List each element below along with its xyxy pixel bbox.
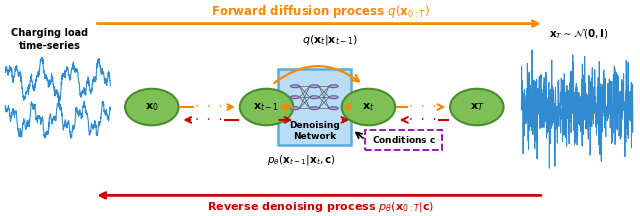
Text: Conditions $\mathbf{c}$: Conditions $\mathbf{c}$ bbox=[372, 134, 435, 145]
Text: $q(\mathbf{x}_t|\mathbf{x}_{t-1})$: $q(\mathbf{x}_t|\mathbf{x}_{t-1})$ bbox=[302, 33, 358, 47]
Text: Charging load
time-series: Charging load time-series bbox=[12, 28, 88, 51]
Text: $p_\theta(\mathbf{x}_{t-1}|\mathbf{x}_t, \mathbf{c})$: $p_\theta(\mathbf{x}_{t-1}|\mathbf{x}_t,… bbox=[267, 153, 336, 167]
Text: Denoising
Network: Denoising Network bbox=[289, 121, 340, 141]
Ellipse shape bbox=[125, 89, 179, 125]
Text: · · ·: · · · bbox=[195, 115, 224, 125]
Text: $\mathbf{x}_T \sim \mathcal{N}(\mathbf{0}, \mathbf{I})$: $\mathbf{x}_T \sim \mathcal{N}(\mathbf{0… bbox=[549, 28, 609, 41]
Text: · · ·: · · · bbox=[195, 102, 224, 112]
Circle shape bbox=[310, 85, 319, 88]
FancyBboxPatch shape bbox=[278, 69, 351, 145]
Text: · · ·: · · · bbox=[408, 102, 437, 112]
Circle shape bbox=[291, 107, 300, 110]
Circle shape bbox=[310, 107, 319, 110]
Text: Reverse denoising process $p_\theta(\mathbf{x}_{0:T}|\mathbf{c})$: Reverse denoising process $p_\theta(\mat… bbox=[207, 200, 434, 214]
Circle shape bbox=[329, 85, 338, 88]
Text: $\mathbf{x}_T$: $\mathbf{x}_T$ bbox=[470, 101, 484, 113]
Circle shape bbox=[329, 107, 338, 110]
Circle shape bbox=[291, 85, 300, 88]
Circle shape bbox=[329, 96, 338, 98]
Text: $\mathbf{x}_t$: $\mathbf{x}_t$ bbox=[362, 101, 375, 113]
Text: Forward diffusion process $q(\mathbf{x}_{0:T})$: Forward diffusion process $q(\mathbf{x}_… bbox=[211, 3, 430, 20]
Text: · · ·: · · · bbox=[408, 115, 437, 125]
FancyBboxPatch shape bbox=[365, 130, 442, 150]
Ellipse shape bbox=[240, 89, 293, 125]
Text: $\mathbf{x}_{t-1}$: $\mathbf{x}_{t-1}$ bbox=[253, 101, 280, 113]
Circle shape bbox=[291, 96, 300, 98]
Circle shape bbox=[310, 96, 319, 98]
Ellipse shape bbox=[450, 89, 504, 125]
Text: $\mathbf{x}_0$: $\mathbf{x}_0$ bbox=[145, 101, 159, 113]
Ellipse shape bbox=[342, 89, 396, 125]
